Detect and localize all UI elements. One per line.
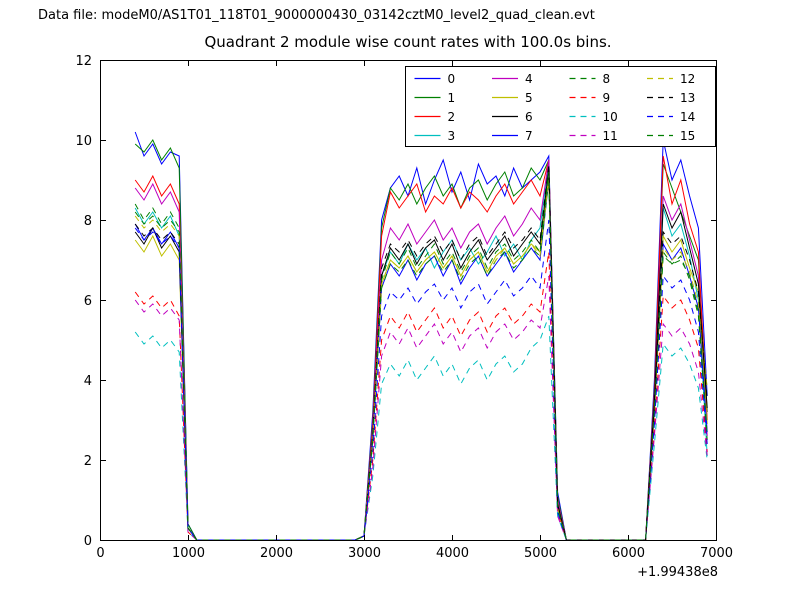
series-line-3 [134, 163, 708, 541]
x-tick-label: 3000 [348, 546, 381, 561]
chart-title: Quadrant 2 module wise count rates with … [204, 33, 612, 51]
legend-label-10: 10 [603, 110, 618, 124]
x-tick-label: 6000 [612, 546, 645, 561]
axes-frame [100, 60, 717, 541]
y-tick-label: 4 [84, 374, 92, 389]
x-tick-label: 0 [96, 546, 104, 561]
legend-box [405, 66, 716, 147]
series-line-11 [134, 275, 708, 541]
series-line-4 [134, 159, 708, 541]
legend-label-12: 12 [680, 72, 695, 86]
legend-label-1: 1 [448, 91, 456, 105]
x-tick-label: 1000 [172, 546, 205, 561]
legend-label-8: 8 [603, 72, 611, 86]
series-line-15 [134, 171, 708, 541]
data-file-label: Data file: modeM0/AS1T01_118T01_90000004… [38, 8, 595, 23]
series-line-9 [134, 251, 708, 541]
y-tick-label: 12 [75, 54, 92, 69]
legend-label-2: 2 [448, 110, 456, 124]
series-line-8 [134, 179, 708, 541]
series-line-0 [134, 131, 708, 541]
series-line-2 [134, 155, 708, 541]
legend-label-14: 14 [680, 110, 695, 124]
x-tick-label: 7000 [700, 546, 733, 561]
series-line-13 [134, 163, 708, 541]
x-tick-label: 5000 [524, 546, 557, 561]
legend-label-9: 9 [603, 91, 611, 105]
x-axis-offset-label: +1.99438e8 [637, 565, 718, 580]
legend-label-13: 13 [680, 91, 695, 105]
y-tick-label: 10 [75, 134, 92, 149]
legend-label-11: 11 [603, 129, 618, 143]
y-tick-label: 6 [84, 294, 92, 309]
legend-label-7: 7 [525, 129, 533, 143]
legend-label-15: 15 [680, 129, 695, 143]
y-tick-label: 8 [84, 214, 92, 229]
x-tick-label: 2000 [260, 546, 293, 561]
series-line-12 [134, 179, 708, 541]
series-line-5 [134, 175, 708, 541]
y-tick-label: 0 [84, 534, 92, 549]
series-line-7 [134, 179, 708, 541]
y-tick-label: 2 [84, 454, 92, 469]
legend-label-5: 5 [525, 91, 533, 105]
series-line-6 [134, 167, 708, 541]
legend-label-4: 4 [525, 72, 533, 86]
series-line-14 [134, 219, 708, 541]
legend-label-3: 3 [448, 129, 456, 143]
legend-label-0: 0 [448, 72, 456, 86]
series-line-1 [134, 139, 708, 541]
legend-label-6: 6 [525, 110, 533, 124]
series-line-10 [134, 315, 708, 541]
x-tick-label: 4000 [436, 546, 469, 561]
